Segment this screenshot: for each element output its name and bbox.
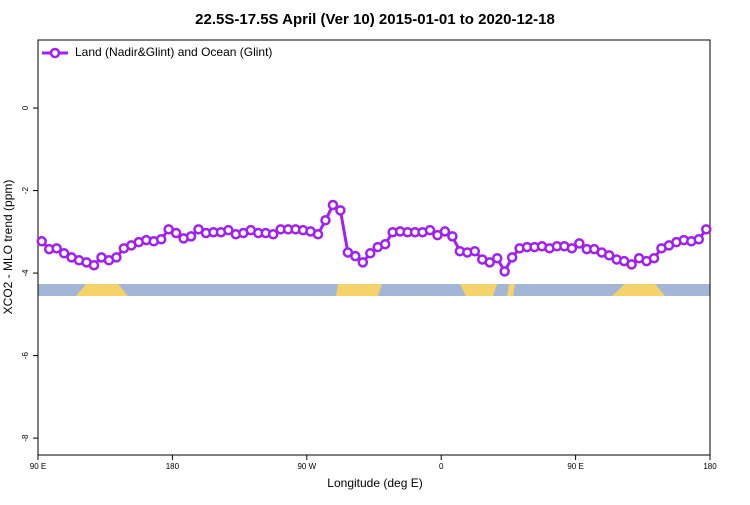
data-point (379, 238, 391, 250)
x-tick-label: 90 E (30, 462, 46, 471)
legend-marker (49, 47, 61, 59)
data-point (626, 259, 637, 270)
data-point (223, 224, 234, 236)
data-point (350, 250, 361, 262)
data-point (439, 226, 451, 237)
data-point (36, 236, 47, 247)
y-tick-label: -2 (21, 186, 30, 194)
x-tick-label: 0 (439, 462, 444, 471)
y-tick-label: -6 (21, 351, 30, 359)
data-point (51, 243, 62, 254)
data-point (469, 245, 481, 257)
x-tick-label: 90 E (567, 462, 583, 471)
land-patch (460, 284, 497, 296)
y-tick-label: -4 (21, 269, 30, 277)
x-tick-label: 180 (166, 462, 180, 471)
land-patch (507, 284, 515, 296)
data-point (88, 259, 100, 271)
data-point (327, 199, 339, 211)
chart-title: 22.5S-17.5S April (Ver 10) 2015-01-01 to… (195, 11, 555, 28)
data-point (267, 229, 279, 240)
data-point (648, 252, 660, 264)
data-point (506, 252, 518, 263)
data-point (484, 257, 495, 268)
x-tick-label: 180 (703, 462, 717, 471)
data-point (365, 248, 376, 259)
plot-frame (37, 39, 711, 456)
data-point (335, 205, 346, 216)
data-point (566, 243, 578, 254)
y-axis-label: XCO2 - MLO trend (ppm) (1, 180, 15, 315)
data-point (701, 224, 712, 235)
data-point (320, 215, 331, 226)
x-tick-label: 90 W (297, 462, 316, 471)
data-point (185, 231, 197, 242)
data-point (111, 252, 122, 263)
data-point (155, 233, 167, 245)
land-patch (336, 284, 382, 296)
land-ocean-band (38, 284, 710, 296)
data-point (447, 231, 458, 242)
y-tick-label: 0 (21, 105, 30, 110)
data-point (574, 238, 585, 249)
legend-label: Land (Nadir&Glint) and Ocean (Glint) (75, 45, 272, 59)
data-point (693, 233, 705, 245)
x-axis-label: Longitude (deg E) (327, 476, 422, 490)
data-point (312, 229, 324, 240)
data-point (58, 248, 70, 259)
data-point (170, 227, 182, 239)
data-point (357, 257, 369, 268)
data-point (603, 250, 615, 261)
land-patch (76, 284, 128, 296)
data-point (491, 252, 503, 264)
y-tick-label: -8 (21, 434, 30, 442)
land-patch (612, 284, 665, 296)
data-point (499, 266, 510, 277)
data-point (424, 224, 436, 236)
